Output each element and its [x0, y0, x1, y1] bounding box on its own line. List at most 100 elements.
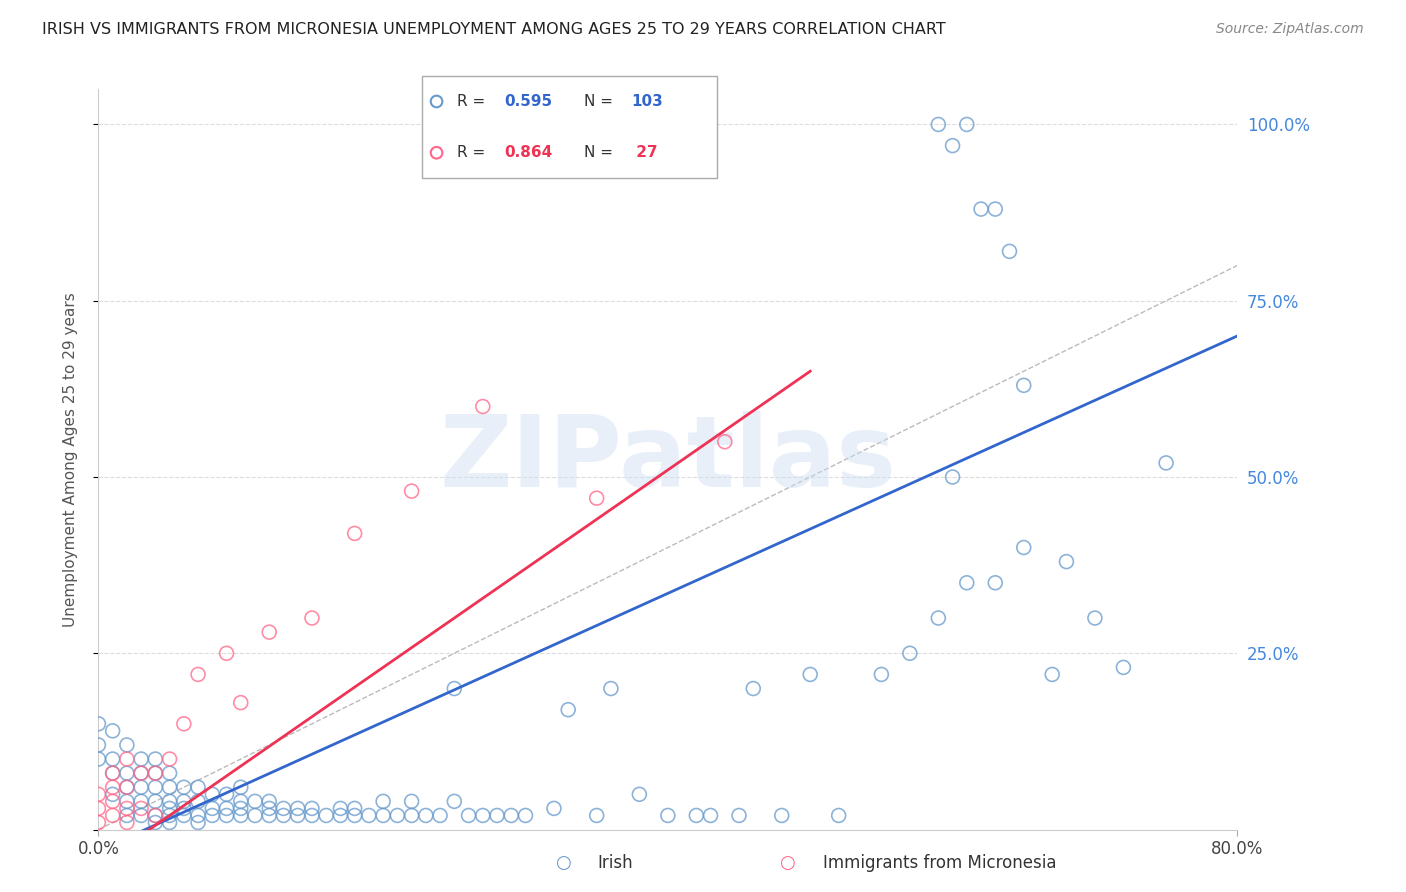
Point [101, 808, 124, 822]
Point [401, 794, 423, 808]
Point [101, 787, 124, 801]
Point [425, 95, 447, 109]
Point [145, 808, 167, 822]
Point [714, 434, 737, 449]
Text: N =: N = [585, 145, 613, 161]
Point [129, 766, 152, 780]
Point [101, 766, 124, 780]
Text: Immigrants from Micronesia: Immigrants from Micronesia [823, 855, 1056, 872]
Point [425, 145, 447, 160]
Point [115, 780, 138, 795]
Point [159, 808, 181, 822]
Text: 0.864: 0.864 [505, 145, 553, 161]
Point [799, 667, 821, 681]
Point [159, 801, 181, 815]
Point [187, 667, 209, 681]
Point [115, 752, 138, 766]
Point [87, 716, 110, 731]
Point [159, 766, 181, 780]
Point [443, 681, 465, 696]
Point [956, 118, 979, 132]
Point [173, 780, 195, 795]
Point [259, 794, 281, 808]
Point [301, 808, 323, 822]
Point [187, 780, 209, 795]
Point [1112, 660, 1135, 674]
Text: ZIPatlas: ZIPatlas [440, 411, 896, 508]
Point [87, 815, 110, 830]
Point [401, 484, 423, 499]
Point [685, 808, 707, 822]
Point [115, 801, 138, 815]
Point [415, 808, 437, 822]
Point [201, 808, 224, 822]
Point [115, 738, 138, 752]
Point [287, 808, 309, 822]
Point [1056, 555, 1078, 569]
Text: N =: N = [585, 94, 613, 109]
Point [486, 808, 509, 822]
Point [201, 801, 224, 815]
Point [699, 808, 721, 822]
Text: ○: ○ [554, 855, 571, 872]
Text: R =: R = [457, 145, 485, 161]
Point [115, 780, 138, 795]
Text: Irish: Irish [598, 855, 633, 872]
Point [101, 723, 124, 738]
Point [942, 138, 965, 153]
Point [159, 794, 181, 808]
Point [1084, 611, 1107, 625]
Point [343, 801, 366, 815]
Point [145, 815, 167, 830]
Point [515, 808, 537, 822]
Point [145, 780, 167, 795]
Point [187, 808, 209, 822]
Point [628, 787, 651, 801]
Point [173, 801, 195, 815]
Point [471, 808, 494, 822]
Text: 0.595: 0.595 [505, 94, 553, 109]
Point [942, 470, 965, 484]
Point [728, 808, 751, 822]
Point [145, 808, 167, 822]
Point [457, 808, 479, 822]
Point [243, 808, 266, 822]
Point [215, 801, 238, 815]
Point [501, 808, 523, 822]
Point [173, 808, 195, 822]
Point [145, 794, 167, 808]
Point [243, 794, 266, 808]
Point [343, 808, 366, 822]
Point [1154, 456, 1177, 470]
Point [173, 794, 195, 808]
Point [1040, 667, 1063, 681]
Point [101, 780, 124, 795]
Point [287, 801, 309, 815]
Point [215, 646, 238, 660]
Point [145, 766, 167, 780]
Point [259, 808, 281, 822]
Point [443, 794, 465, 808]
Point [984, 575, 1007, 590]
FancyBboxPatch shape [422, 76, 717, 178]
Point [159, 815, 181, 830]
Point [315, 808, 337, 822]
Point [87, 787, 110, 801]
Point [870, 667, 893, 681]
Point [301, 801, 323, 815]
Point [173, 716, 195, 731]
Point [87, 752, 110, 766]
Text: R =: R = [457, 94, 485, 109]
Point [373, 808, 395, 822]
Point [770, 808, 793, 822]
Point [101, 766, 124, 780]
Point [343, 526, 366, 541]
Point [129, 752, 152, 766]
Point [600, 681, 623, 696]
Point [87, 738, 110, 752]
Point [1012, 541, 1035, 555]
Point [401, 808, 423, 822]
Point [229, 794, 252, 808]
Point [927, 118, 949, 132]
Text: ○: ○ [779, 855, 796, 872]
